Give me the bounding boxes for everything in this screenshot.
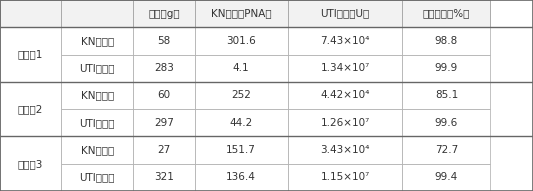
Text: 252: 252 (231, 91, 251, 100)
Bar (133, 136, 195, 164)
Bar (195, 164, 288, 191)
Bar (402, 109, 490, 136)
Text: 136.4: 136.4 (226, 172, 256, 182)
Bar (195, 82, 288, 109)
Text: 3.43×10⁴: 3.43×10⁴ (320, 145, 370, 155)
Bar (195, 55, 288, 82)
Bar (61, 55, 133, 82)
Text: 99.4: 99.4 (435, 172, 458, 182)
Bar (0, 82, 61, 136)
Text: KN含量（PNA）: KN含量（PNA） (211, 9, 271, 19)
Bar (402, 0, 490, 27)
Text: 85.1: 85.1 (435, 91, 458, 100)
Text: KN组制品: KN组制品 (80, 145, 114, 155)
Bar (0, 136, 61, 191)
Bar (288, 27, 402, 55)
Text: UTI含量（U）: UTI含量（U） (320, 9, 370, 19)
Text: 297: 297 (154, 118, 174, 128)
Bar (402, 27, 490, 55)
Text: 重量（g）: 重量（g） (148, 9, 180, 19)
Text: 实施例2: 实施例2 (18, 104, 43, 114)
Text: 321: 321 (154, 172, 174, 182)
Bar (195, 27, 288, 55)
Text: 27: 27 (157, 145, 171, 155)
Bar (402, 82, 490, 109)
Text: UTI组制品: UTI组制品 (79, 118, 115, 128)
Bar (133, 55, 195, 82)
Bar (61, 82, 133, 109)
Bar (288, 109, 402, 136)
Bar (133, 164, 195, 191)
Text: UTI组制品: UTI组制品 (79, 63, 115, 73)
Bar (61, 136, 133, 164)
Text: KN组制品: KN组制品 (80, 36, 114, 46)
Bar (402, 164, 490, 191)
Bar (402, 136, 490, 164)
Bar (0, 0, 61, 27)
Bar (61, 109, 133, 136)
Text: 1.34×10⁷: 1.34×10⁷ (320, 63, 370, 73)
Bar (195, 109, 288, 136)
Text: 98.8: 98.8 (435, 36, 458, 46)
Bar (0, 27, 61, 82)
Bar (133, 27, 195, 55)
Bar (288, 55, 402, 82)
Text: 1.15×10⁷: 1.15×10⁷ (320, 172, 370, 182)
Bar (288, 136, 402, 164)
Bar (133, 0, 195, 27)
Text: 99.9: 99.9 (435, 63, 458, 73)
Text: 实施例3: 实施例3 (18, 159, 43, 169)
Text: UTI组制品: UTI组制品 (79, 172, 115, 182)
Text: 283: 283 (154, 63, 174, 73)
Bar (61, 164, 133, 191)
Text: 60: 60 (157, 91, 171, 100)
Bar (61, 0, 133, 27)
Bar (133, 109, 195, 136)
Bar (402, 55, 490, 82)
Bar (288, 82, 402, 109)
Bar (288, 0, 402, 27)
Text: 58: 58 (157, 36, 171, 46)
Text: 72.7: 72.7 (435, 145, 458, 155)
Text: 1.26×10⁷: 1.26×10⁷ (320, 118, 370, 128)
Text: 151.7: 151.7 (226, 145, 256, 155)
Bar (195, 0, 288, 27)
Bar (288, 164, 402, 191)
Bar (61, 27, 133, 55)
Text: 4.42×10⁴: 4.42×10⁴ (320, 91, 370, 100)
Text: 组品收率（%）: 组品收率（%） (423, 9, 470, 19)
Text: 301.6: 301.6 (227, 36, 256, 46)
Text: 实施例1: 实施例1 (18, 50, 43, 60)
Bar (195, 136, 288, 164)
Text: KN组制品: KN组制品 (80, 91, 114, 100)
Bar (133, 82, 195, 109)
Text: 4.1: 4.1 (233, 63, 249, 73)
Text: 7.43×10⁴: 7.43×10⁴ (320, 36, 370, 46)
Text: 99.6: 99.6 (435, 118, 458, 128)
Text: 44.2: 44.2 (230, 118, 253, 128)
